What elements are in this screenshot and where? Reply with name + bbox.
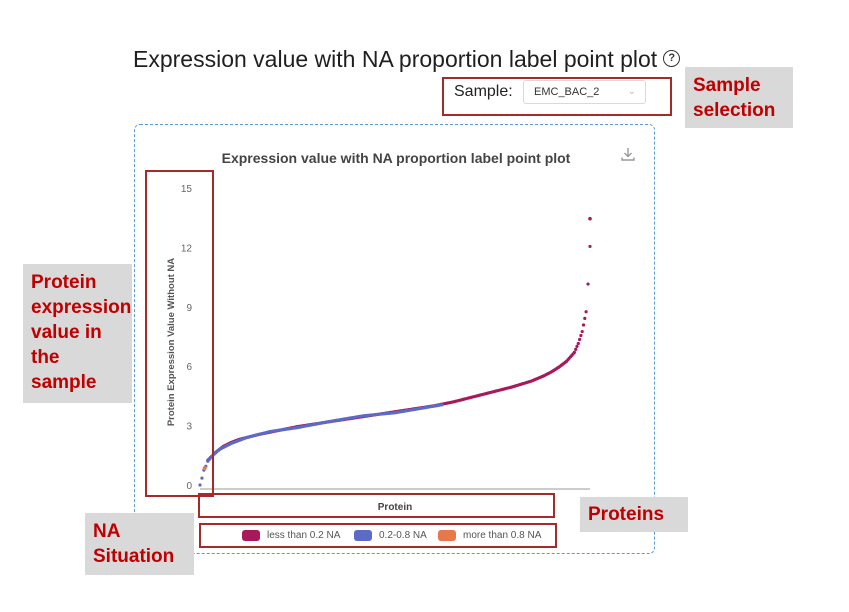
y-tick-label: 3 <box>186 422 192 433</box>
chevron-down-icon: ⌄ <box>627 86 636 97</box>
callout-sample-selection: Sample selection <box>685 67 793 128</box>
chart-title: Expression value with NA proportion labe… <box>222 150 571 166</box>
data-point <box>572 350 576 354</box>
data-point-outlier <box>588 216 592 221</box>
data-point <box>576 341 580 346</box>
x-axis-highlight-box <box>198 493 555 518</box>
legend-highlight-box <box>199 523 557 548</box>
legend-label: 0.2-0.8 NA <box>379 530 427 541</box>
x-axis-label: Protein <box>378 502 412 513</box>
sample-highlight-box <box>442 77 672 116</box>
legend-swatch <box>354 529 372 541</box>
data-point <box>574 347 578 351</box>
page-title: Expression value with NA proportion labe… <box>133 40 693 78</box>
y-axis-highlight-box <box>145 170 214 497</box>
callout-protein-expression: Protein expression value in the sample <box>23 264 132 403</box>
data-point <box>200 476 204 480</box>
legend-item-0-2-0-8[interactable]: 0.2-0.8 NA <box>354 529 427 543</box>
data-point <box>584 310 588 314</box>
data-point <box>202 466 207 471</box>
data-point <box>580 329 584 334</box>
data-point <box>440 403 444 407</box>
y-tick-label: 12 <box>181 243 193 254</box>
legend-item-more-than-0-8[interactable]: more than 0.8 NA <box>438 529 541 543</box>
data-point <box>583 316 587 320</box>
data-point <box>578 337 582 342</box>
legend-item-less-than-0-2[interactable]: less than 0.2 NA <box>242 529 340 543</box>
sample-label: Sample: <box>454 83 513 100</box>
callout-na-situation: NA Situation <box>85 513 194 575</box>
callout-proteins: Proteins <box>580 497 688 532</box>
data-point <box>581 323 586 327</box>
legend-label: more than 0.8 NA <box>463 530 542 541</box>
chart-card <box>134 124 655 554</box>
y-tick-label: 9 <box>186 303 192 314</box>
data-point <box>575 344 579 349</box>
data-point <box>579 333 583 338</box>
sample-select-value: EMC_BAC_2 <box>534 86 600 98</box>
sample-select[interactable]: EMC_BAC_2 ⌄ <box>523 80 646 104</box>
legend-label: less than 0.2 NA <box>267 530 341 541</box>
legend-swatch <box>242 529 260 541</box>
legend-swatch <box>438 529 456 541</box>
scatter-chart: Expression value with NA proportion labe… <box>166 150 592 513</box>
data-point <box>198 483 202 487</box>
download-icon[interactable] <box>620 146 636 162</box>
y-tick-label: 15 <box>181 184 193 195</box>
y-tick-label: 0 <box>186 481 192 492</box>
page-title-text: Expression value with NA proportion labe… <box>133 46 658 72</box>
y-tick-label: 6 <box>186 362 192 373</box>
question-circle-icon[interactable]: ? <box>663 50 681 68</box>
y-axis-label: Protein Expression Value Without NA <box>166 258 177 426</box>
data-point <box>588 244 592 249</box>
data-point <box>586 282 590 286</box>
